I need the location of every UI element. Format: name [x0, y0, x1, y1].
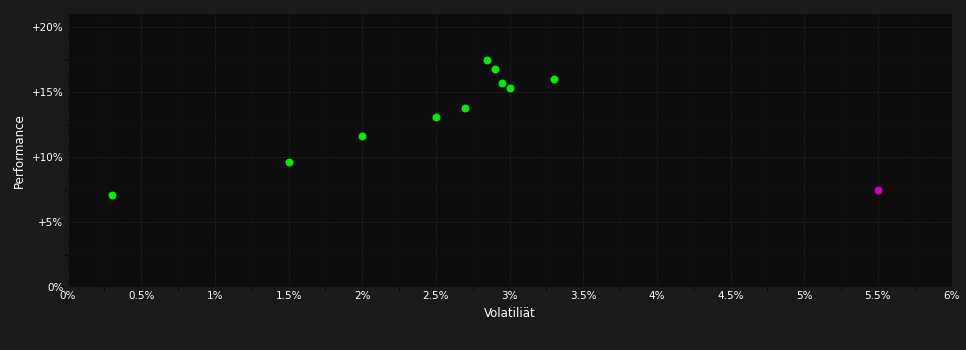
Point: [458, 105, 473, 110]
Point: [487, 66, 502, 71]
Point: [502, 85, 518, 91]
Point: [355, 133, 370, 139]
Point: [546, 76, 561, 82]
Point: [281, 159, 297, 165]
Point: [480, 57, 496, 62]
Y-axis label: Performance: Performance: [14, 113, 26, 188]
X-axis label: Volatiliät: Volatiliät: [484, 307, 535, 320]
Point: [104, 192, 120, 197]
Point: [870, 187, 886, 192]
Point: [495, 80, 510, 86]
Point: [428, 114, 443, 119]
